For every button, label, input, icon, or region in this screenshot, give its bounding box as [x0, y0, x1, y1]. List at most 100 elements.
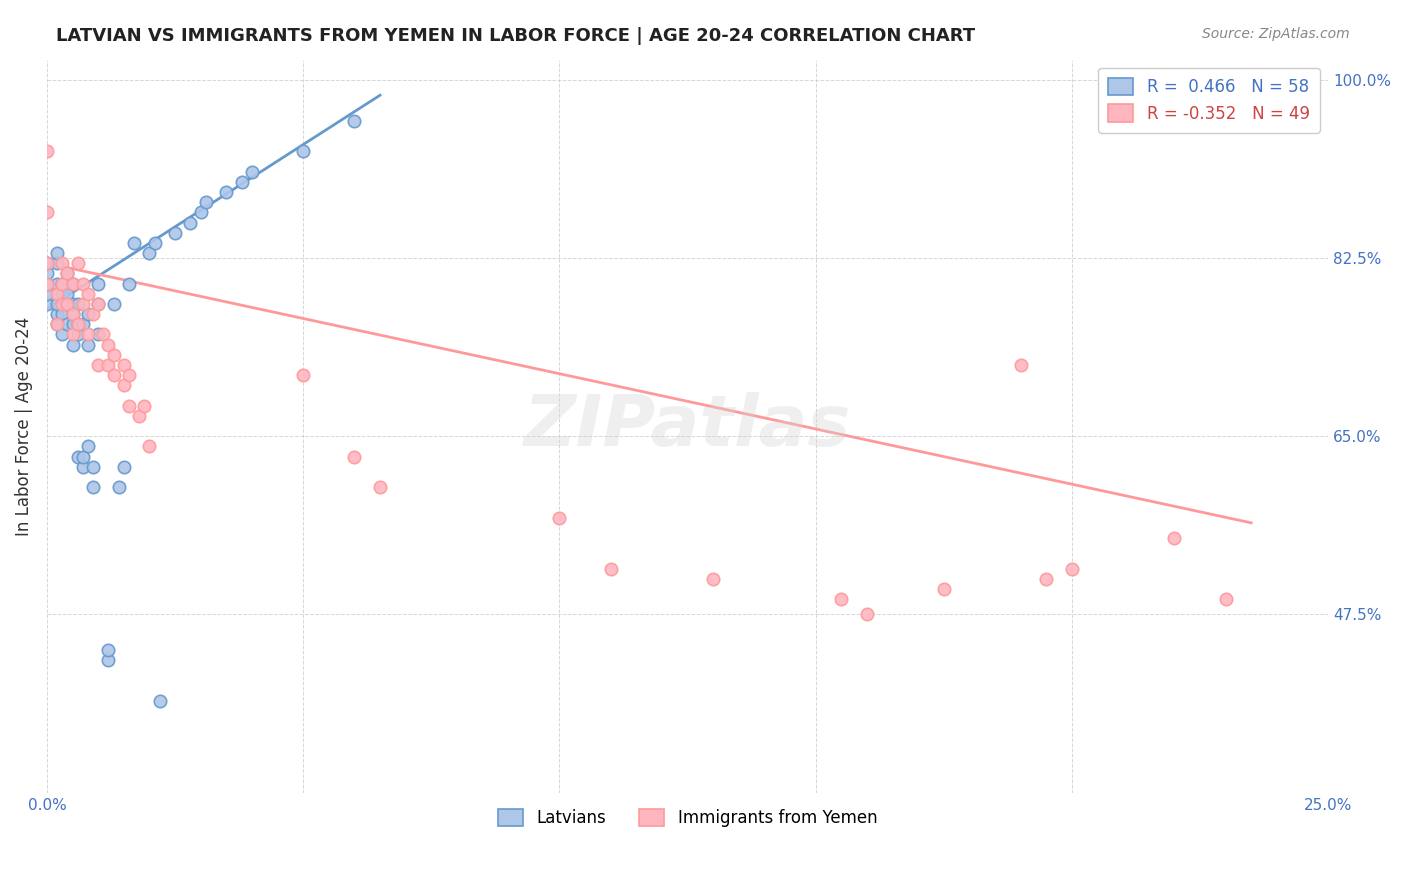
- Point: [599, 562, 621, 576]
- Legend: Latvians, Immigrants from Yemen: Latvians, Immigrants from Yemen: [489, 801, 886, 836]
- Point: [1010, 358, 1032, 372]
- Point: [87, 297, 110, 311]
- Point: [77, 286, 100, 301]
- Point: [368, 480, 391, 494]
- Point: [97, 653, 120, 667]
- Point: [1215, 592, 1237, 607]
- Point: [35, 286, 58, 301]
- Point: [62, 297, 84, 311]
- Text: LATVIAN VS IMMIGRANTS FROM YEMEN IN LABOR FORCE | AGE 20-24 CORRELATION CHART: LATVIAN VS IMMIGRANTS FROM YEMEN IN LABO…: [56, 27, 976, 45]
- Point: [77, 307, 100, 321]
- Point: [112, 358, 135, 372]
- Point: [56, 267, 79, 281]
- Point: [66, 297, 89, 311]
- Point: [292, 145, 315, 159]
- Point: [1163, 531, 1185, 545]
- Point: [46, 286, 69, 301]
- Point: [702, 572, 724, 586]
- Point: [179, 215, 201, 229]
- Point: [51, 307, 73, 321]
- Point: [138, 440, 160, 454]
- Point: [35, 297, 58, 311]
- Point: [72, 450, 94, 464]
- Point: [77, 337, 100, 351]
- Point: [548, 510, 571, 524]
- Point: [77, 440, 100, 454]
- Point: [56, 297, 79, 311]
- Point: [112, 378, 135, 392]
- Point: [97, 358, 120, 372]
- Point: [62, 307, 84, 321]
- Point: [1035, 572, 1057, 586]
- Point: [51, 327, 73, 342]
- Point: [35, 256, 58, 270]
- Point: [51, 277, 73, 291]
- Point: [118, 368, 141, 383]
- Point: [97, 337, 120, 351]
- Point: [46, 256, 69, 270]
- Point: [194, 195, 217, 210]
- Point: [66, 318, 89, 332]
- Point: [292, 368, 315, 383]
- Point: [118, 277, 141, 291]
- Point: [35, 256, 58, 270]
- Point: [190, 205, 212, 219]
- Point: [343, 113, 366, 128]
- Point: [46, 318, 69, 332]
- Point: [87, 327, 110, 342]
- Point: [240, 164, 263, 178]
- Point: [46, 318, 69, 332]
- Point: [91, 327, 114, 342]
- Point: [62, 277, 84, 291]
- Point: [231, 175, 253, 189]
- Point: [62, 327, 84, 342]
- Point: [122, 235, 145, 250]
- Point: [128, 409, 150, 423]
- Point: [56, 267, 79, 281]
- Point: [66, 327, 89, 342]
- Point: [62, 277, 84, 291]
- Point: [35, 145, 58, 159]
- Point: [215, 185, 238, 199]
- Point: [87, 277, 110, 291]
- Point: [118, 399, 141, 413]
- Point: [103, 297, 125, 311]
- Point: [66, 450, 89, 464]
- Point: [932, 582, 955, 596]
- Point: [66, 256, 89, 270]
- Y-axis label: In Labor Force | Age 20-24: In Labor Force | Age 20-24: [15, 317, 32, 536]
- Point: [51, 277, 73, 291]
- Text: Source: ZipAtlas.com: Source: ZipAtlas.com: [1202, 27, 1350, 41]
- Point: [62, 318, 84, 332]
- Point: [56, 286, 79, 301]
- Point: [149, 694, 172, 708]
- Point: [46, 246, 69, 260]
- Point: [66, 318, 89, 332]
- Point: [35, 277, 58, 291]
- Point: [35, 267, 58, 281]
- Point: [72, 277, 94, 291]
- Point: [62, 337, 84, 351]
- Point: [56, 318, 79, 332]
- Point: [72, 459, 94, 474]
- Point: [72, 297, 94, 311]
- Point: [830, 592, 852, 607]
- Point: [82, 307, 104, 321]
- Point: [72, 318, 94, 332]
- Point: [138, 246, 160, 260]
- Point: [87, 297, 110, 311]
- Point: [51, 256, 73, 270]
- Point: [856, 607, 879, 622]
- Point: [107, 480, 129, 494]
- Point: [51, 297, 73, 311]
- Point: [62, 307, 84, 321]
- Point: [87, 358, 110, 372]
- Point: [35, 205, 58, 219]
- Point: [112, 459, 135, 474]
- Point: [51, 286, 73, 301]
- Point: [46, 307, 69, 321]
- Point: [163, 226, 186, 240]
- Point: [143, 235, 166, 250]
- Point: [82, 480, 104, 494]
- Point: [77, 327, 100, 342]
